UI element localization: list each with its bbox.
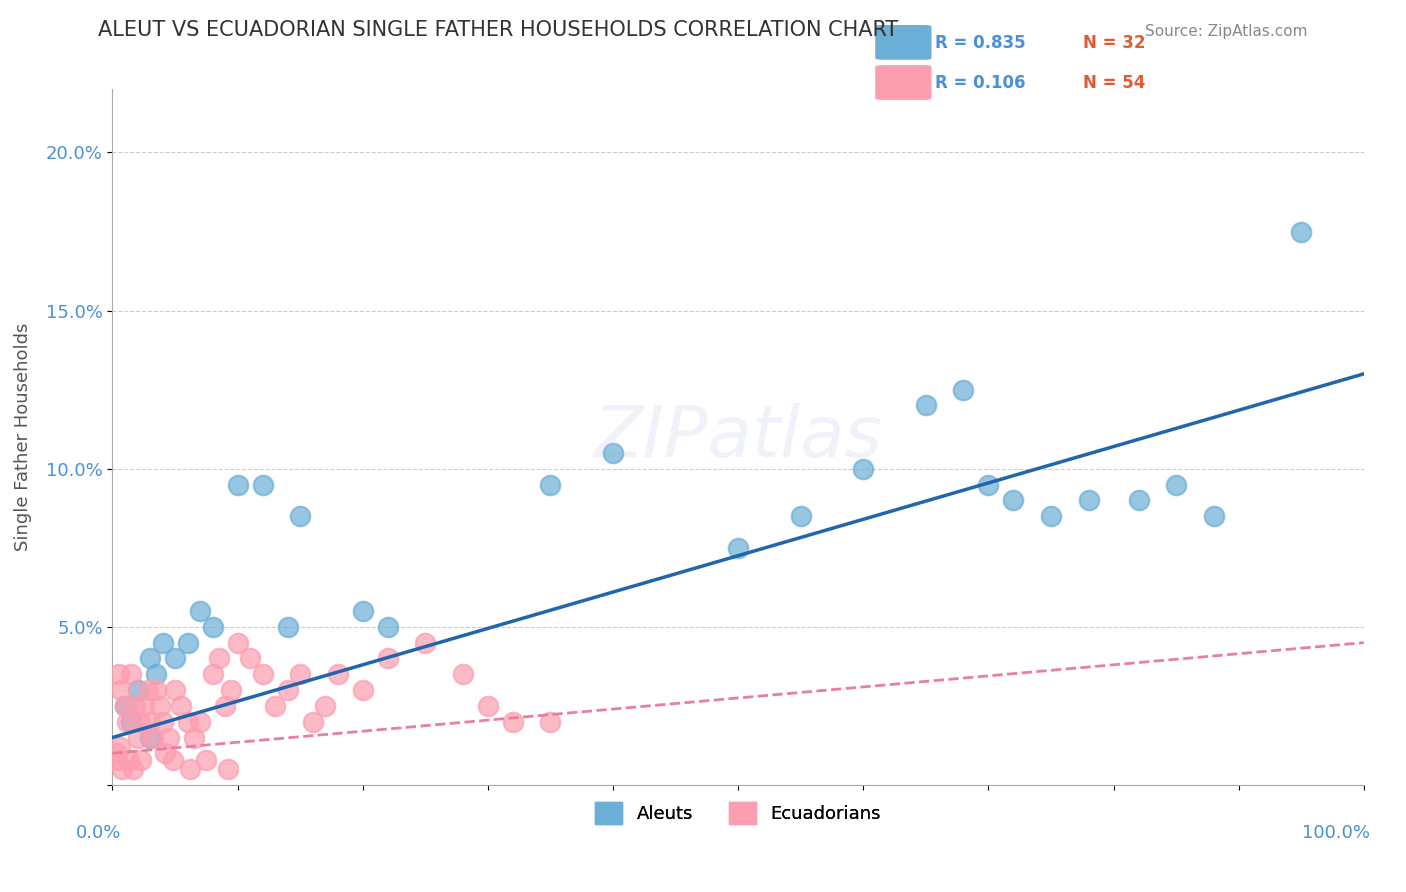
Point (195, 753, 218, 767)
Point (1291, 225, 1313, 239)
Text: 0.0%: 0.0% (76, 824, 121, 842)
Point (152, 714, 174, 729)
Point (451, 667, 474, 681)
Point (277, 620, 299, 634)
Point (153, 747, 176, 761)
Point (127, 683, 149, 698)
Point (502, 714, 524, 729)
Point (1077, 493, 1099, 508)
Point (377, 651, 399, 665)
Point (852, 461, 875, 475)
Point (201, 620, 224, 634)
Point (264, 698, 287, 713)
Point (352, 683, 374, 698)
Point (221, 683, 243, 698)
Point (538, 714, 561, 729)
Point (145, 683, 167, 698)
Point (129, 753, 152, 767)
Point (252, 477, 274, 491)
Point (163, 651, 186, 665)
Point (226, 477, 249, 491)
Point (538, 477, 561, 491)
Point (201, 667, 224, 681)
Point (129, 714, 152, 729)
Point (188, 604, 211, 618)
Point (110, 683, 132, 698)
Point (1202, 509, 1225, 524)
Point (413, 635, 436, 649)
Y-axis label: Single Father Households: Single Father Households (14, 323, 32, 551)
Point (107, 753, 129, 767)
Point (214, 698, 236, 713)
Point (170, 698, 193, 713)
Point (157, 731, 180, 745)
Point (183, 731, 205, 745)
Text: ZIPatlas: ZIPatlas (593, 402, 883, 472)
Point (136, 683, 159, 698)
Point (139, 714, 162, 729)
Point (111, 762, 134, 776)
Point (139, 651, 162, 665)
Point (208, 651, 231, 665)
Point (252, 667, 274, 681)
Point (127, 731, 149, 745)
Point (602, 446, 624, 460)
Point (132, 698, 155, 713)
Point (114, 698, 136, 713)
Point (141, 731, 163, 745)
Point (1164, 477, 1187, 491)
Point (117, 714, 139, 729)
Legend: Aleuts, Ecuadorians: Aleuts, Ecuadorians (588, 795, 889, 831)
Text: N = 54: N = 54 (1083, 74, 1144, 92)
Point (108, 739, 131, 754)
Point (176, 714, 198, 729)
Text: ALEUT VS ECUADORIAN SINGLE FATHER HOUSEHOLDS CORRELATION CHART: ALEUT VS ECUADORIAN SINGLE FATHER HOUSEH… (98, 20, 898, 39)
Point (977, 477, 1000, 491)
Point (120, 714, 142, 729)
Text: R = 0.835: R = 0.835 (935, 34, 1025, 52)
Point (1128, 493, 1150, 508)
Point (239, 651, 262, 665)
Point (377, 620, 399, 634)
Point (139, 731, 162, 745)
Text: R = 0.106: R = 0.106 (935, 74, 1025, 92)
Point (326, 667, 349, 681)
FancyBboxPatch shape (875, 25, 932, 60)
Text: N = 32: N = 32 (1083, 34, 1144, 52)
Point (114, 698, 136, 713)
Point (314, 698, 336, 713)
Point (790, 509, 813, 524)
Point (124, 698, 146, 713)
Point (277, 683, 299, 698)
FancyBboxPatch shape (875, 65, 932, 100)
Point (352, 604, 374, 618)
Text: Source: ZipAtlas.com: Source: ZipAtlas.com (1144, 24, 1308, 38)
Point (477, 698, 499, 713)
Point (107, 667, 129, 681)
Point (145, 667, 167, 681)
Point (176, 635, 198, 649)
Point (915, 399, 938, 413)
Point (290, 509, 312, 524)
Point (1039, 509, 1063, 524)
Point (952, 383, 974, 397)
Point (1002, 493, 1025, 508)
Point (179, 762, 201, 776)
Point (121, 762, 143, 776)
Point (149, 698, 172, 713)
Text: 100.0%: 100.0% (1302, 824, 1369, 842)
Point (188, 714, 211, 729)
Point (290, 667, 312, 681)
Point (301, 714, 323, 729)
Point (217, 762, 239, 776)
Point (152, 635, 174, 649)
Point (120, 667, 142, 681)
FancyBboxPatch shape (865, 16, 1230, 109)
Point (226, 635, 249, 649)
Point (727, 541, 749, 555)
Point (163, 683, 186, 698)
Point (105, 747, 128, 761)
Point (162, 753, 184, 767)
Point (118, 753, 141, 767)
